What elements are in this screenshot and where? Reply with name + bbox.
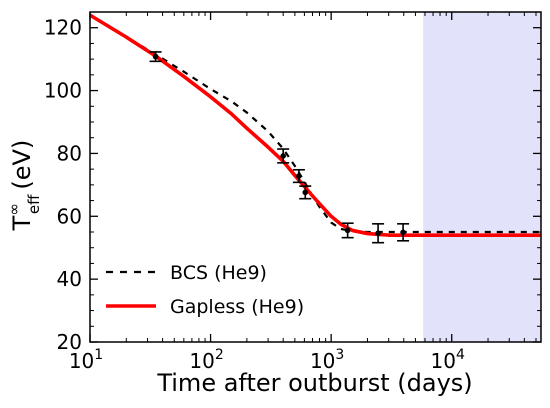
series-line-bcs: [89, 14, 541, 234]
data-point: [397, 223, 410, 242]
x-tick-label-base: 10: [431, 349, 456, 373]
x-tick-label-exponent: 4: [456, 347, 465, 363]
x-tick-label-exponent: 3: [335, 347, 344, 363]
y-tick-label: 40: [57, 267, 82, 291]
x-tick-label: 104: [431, 347, 465, 373]
data-marker: [302, 189, 309, 196]
x-tick-label-base: 10: [310, 349, 335, 373]
y-tick-label: 60: [57, 204, 82, 228]
y-axis-label-subscript: eff: [25, 194, 43, 214]
x-tick-label-exponent: 1: [94, 347, 103, 363]
data-marker: [400, 229, 406, 236]
data-point: [299, 185, 312, 200]
x-tick-label-exponent: 2: [215, 347, 224, 363]
data-point: [277, 148, 290, 164]
legend: BCS (He9) Gapless (He9): [106, 262, 304, 318]
observations-layer: [149, 51, 410, 244]
x-axis-label: Time after outburst (days): [156, 369, 472, 397]
shaded-region: [423, 12, 541, 342]
shaded-region-layer: [423, 12, 541, 342]
plot-frame: [89, 11, 542, 343]
y-tick-label: 120: [44, 16, 82, 40]
y-axis-label-base: T: [8, 215, 36, 231]
x-tick-label-base: 10: [189, 349, 214, 373]
legend-label: BCS (He9): [170, 262, 267, 284]
y-tick-label: 80: [57, 141, 82, 165]
y-axis-label: T∞ eff (eV): [5, 140, 43, 232]
data-point: [372, 223, 385, 244]
x-tick-label: 102: [189, 347, 223, 373]
data-marker: [280, 153, 286, 159]
data-marker: [296, 173, 302, 179]
x-tick-label-base: 10: [69, 349, 94, 373]
x-tick-label: 103: [310, 347, 344, 373]
legend-label: Gapless (He9): [170, 296, 304, 318]
y-axis-label-unit: (eV): [8, 140, 36, 190]
legend-entry: BCS (He9): [106, 262, 267, 284]
svg-text:T∞eff(eV): T∞ eff (eV): [5, 140, 43, 232]
y-axis-label-superscript: ∞: [5, 203, 23, 216]
data-point: [341, 222, 354, 239]
y-tick-label: 20: [57, 330, 82, 354]
y-tick-label: 100: [44, 79, 82, 103]
data-point: [149, 51, 162, 63]
data-marker: [375, 230, 381, 237]
x-tick-label: 101: [69, 347, 103, 373]
legend-entry: Gapless (He9): [106, 296, 304, 318]
data-point: [292, 168, 305, 184]
data-marker: [344, 227, 351, 234]
data-marker: [152, 53, 159, 60]
